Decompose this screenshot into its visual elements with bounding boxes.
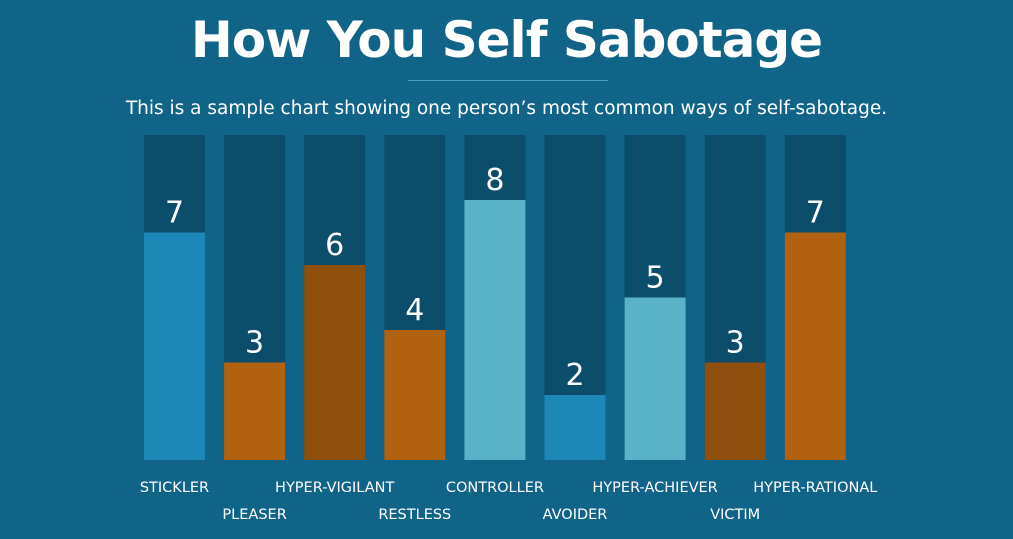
category-label-hyper-rational: HYPER-RATIONAL <box>753 480 877 496</box>
category-label-pleaser: PLEASER <box>222 507 286 523</box>
data-label-hyper-vigilant: 6 <box>325 228 344 263</box>
bar-hyper-achiever <box>624 297 686 460</box>
chart-subtitle: This is a sample chart showing one perso… <box>125 98 888 119</box>
data-label-avoider: 2 <box>565 358 584 393</box>
bar-controller <box>464 200 526 460</box>
bar-pleaser <box>224 362 286 460</box>
data-label-victim: 3 <box>726 326 745 361</box>
bar-restless <box>384 330 446 460</box>
bar-hyper-vigilant <box>304 265 366 460</box>
bar-avoider <box>544 395 606 460</box>
data-label-restless: 4 <box>405 293 424 328</box>
category-label-hyper-vigilant: HYPER-VIGILANT <box>275 480 394 496</box>
category-label-stickler: STICKLER <box>140 480 209 496</box>
category-label-restless: RESTLESS <box>378 507 451 523</box>
bar-victim <box>704 362 766 460</box>
data-label-hyper-achiever: 5 <box>646 261 665 296</box>
category-label-victim: VICTIM <box>710 507 760 523</box>
data-label-pleaser: 3 <box>245 326 264 361</box>
category-label-avoider: AVOIDER <box>543 507 608 523</box>
data-label-stickler: 7 <box>165 196 184 231</box>
category-label-hyper-achiever: HYPER-ACHIEVER <box>592 480 717 496</box>
category-label-controller: CONTROLLER <box>446 480 544 496</box>
data-label-controller: 8 <box>485 163 504 198</box>
title-divider <box>408 80 608 81</box>
chart-title: How You Self Sabotage <box>190 11 823 69</box>
bar-stickler <box>144 232 205 460</box>
data-label-hyper-rational: 7 <box>806 196 825 231</box>
bar-hyper-rational <box>784 232 846 460</box>
